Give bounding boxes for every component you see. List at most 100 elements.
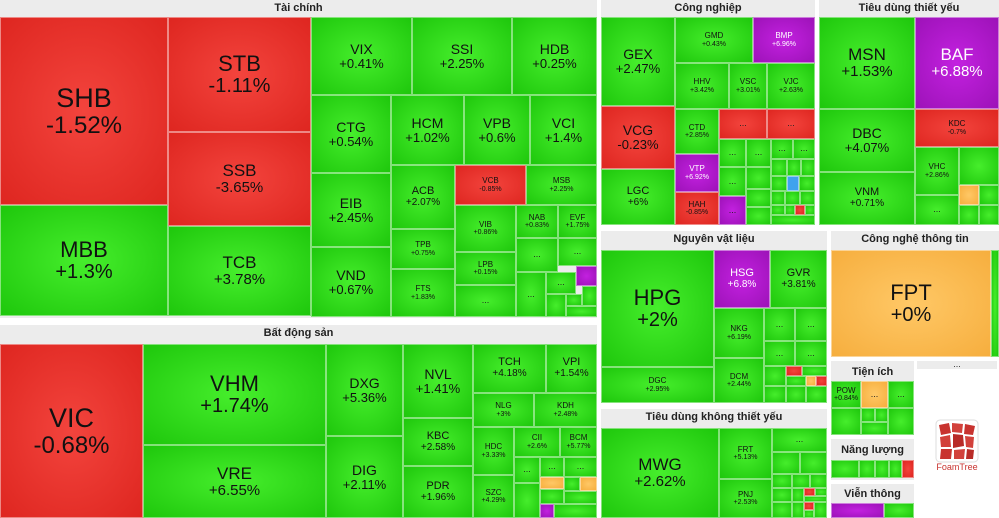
stock-tile-ssi[interactable]: SSI +2.25% [412,17,512,95]
stock-tile-small[interactable] [884,503,914,518]
stock-tile-vtp[interactable]: VTP +6.92% [675,154,719,192]
stock-tile-small[interactable] [806,376,816,386]
stock-tile-more[interactable]: ... [719,109,767,139]
stock-tile-small[interactable] [861,408,875,422]
stock-tile-more[interactable]: ... [861,381,888,408]
stock-tile-more[interactable]: ... [793,139,815,159]
stock-tile-ssb[interactable]: SSB -3.65% [168,132,311,226]
stock-tile-small[interactable] [804,510,814,518]
stock-tile-more[interactable]: ... [795,308,827,341]
stock-tile-nkg[interactable]: NKG +6.19% [714,308,764,358]
stock-tile-more[interactable]: ... [564,457,597,477]
stock-tile-small[interactable] [979,185,999,205]
stock-tile-small[interactable] [566,306,597,317]
stock-tile-more[interactable]: ... [455,285,516,317]
stock-tile-small[interactable] [831,460,859,478]
stock-tile-small[interactable] [814,502,827,518]
stock-tile-small[interactable] [804,496,827,502]
stock-tile-more[interactable]: ... [719,139,746,167]
stock-tile-more[interactable]: ... [540,457,564,477]
stock-tile-more[interactable]: ... [746,139,771,167]
stock-tile-small[interactable] [801,159,815,176]
stock-tile-small[interactable] [771,176,787,191]
stock-tile-kdh[interactable]: KDH +2.48% [534,393,597,427]
stock-tile-small[interactable] [772,502,792,518]
stock-tile-bcm[interactable]: BCM +5.77% [560,427,597,457]
stock-tile-tcb[interactable]: TCB +3.78% [168,226,311,316]
stock-tile-small[interactable] [800,452,827,474]
stock-tile-gmd[interactable]: GMD +0.43% [675,17,753,63]
stock-tile-more[interactable]: ... [719,167,746,196]
stock-tile-small[interactable] [787,176,799,191]
stock-tile-kdc[interactable]: KDC -0.7% [915,109,999,147]
stock-tile-small[interactable] [861,422,888,435]
stock-tile-small[interactable] [554,504,597,518]
stock-tile-small[interactable] [979,205,999,225]
stock-tile-small[interactable] [772,488,792,502]
stock-tile-small[interactable] [540,504,554,518]
stock-tile-dcm[interactable]: DCM +2.44% [714,358,764,403]
stock-tile-dbc[interactable]: DBC +4.07% [819,109,915,172]
stock-tile-small[interactable] [771,159,787,176]
stock-tile-vpb[interactable]: VPB +0.6% [464,95,530,165]
stock-tile-nlg[interactable]: NLG +3% [473,393,534,427]
stock-tile-small[interactable] [764,386,786,403]
stock-tile-small[interactable] [540,477,564,489]
stock-tile-more[interactable]: ... [771,139,793,159]
stock-tile-hcm[interactable]: HCM +1.02% [391,95,464,165]
stock-tile-vib[interactable]: VIB +0.86% [455,205,516,252]
stock-tile-small[interactable] [959,205,979,225]
stock-tile-pow[interactable]: POW +0.84% [831,381,861,408]
stock-tile-tpb[interactable]: TPB +0.75% [391,229,455,269]
stock-tile-small[interactable] [772,474,792,488]
stock-tile-small[interactable] [785,205,795,215]
stock-tile-stb[interactable]: STB -1.11% [168,17,311,132]
stock-tile-small[interactable] [514,483,540,518]
stock-tile-more[interactable]: ... [764,308,795,341]
stock-tile-small[interactable] [795,205,805,215]
stock-tile-ctg[interactable]: CTG +0.54% [311,95,391,173]
stock-tile-small[interactable] [875,408,888,422]
stock-tile-small[interactable] [764,366,786,386]
stock-tile-hsg[interactable]: HSG +6.8% [714,250,770,308]
stock-tile-small[interactable] [859,460,875,478]
stock-tile-small[interactable] [786,366,802,376]
stock-tile-small[interactable] [792,488,804,502]
stock-tile-msb[interactable]: MSB +2.25% [526,165,597,205]
stock-tile-small[interactable] [576,266,597,286]
stock-tile-evf[interactable]: EVF +1.75% [558,205,597,238]
stock-tile-vnd[interactable]: VND +0.67% [311,247,391,317]
stock-tile-bmp[interactable]: BMP +6.96% [753,17,815,63]
stock-tile-small[interactable] [802,366,827,376]
stock-tile-small[interactable] [546,294,566,317]
stock-tile-small[interactable] [805,205,815,215]
stock-tile-gvr[interactable]: GVR +3.81% [770,250,827,308]
stock-tile-small[interactable] [959,147,999,185]
stock-tile-small[interactable] [564,491,597,504]
stock-tile-vhm[interactable]: VHM +1.74% [143,344,326,445]
stock-tile-small[interactable] [991,250,999,357]
stock-tile-small[interactable] [772,452,800,474]
stock-tile-dgc[interactable]: DGC +2.95% [601,367,714,403]
stock-tile-fpt[interactable]: FPT +0% [831,250,991,357]
stock-tile-cii[interactable]: CII +2.6% [514,427,560,457]
stock-tile-more[interactable]: ... [546,272,576,294]
stock-tile-more[interactable]: ... [558,238,597,266]
stock-tile-szc[interactable]: SZC +4.29% [473,475,514,518]
stock-tile-more[interactable]: ... [514,457,540,483]
stock-tile-small[interactable] [746,207,771,225]
stock-tile-small[interactable] [582,286,597,306]
stock-tile-small[interactable] [888,408,914,435]
stock-tile-mwg[interactable]: MWG +2.62% [601,428,719,518]
stock-tile-small[interactable] [804,488,815,496]
stock-tile-more[interactable]: ... [888,381,914,408]
stock-tile-ctd[interactable]: CTD +2.85% [675,109,719,154]
stock-tile-small[interactable] [566,294,582,306]
stock-tile-small[interactable] [792,502,804,518]
stock-tile-hpg[interactable]: HPG +2% [601,250,714,367]
stock-tile-vcb[interactable]: VCB -0.85% [455,165,526,205]
stock-tile-small[interactable] [875,460,889,478]
stock-tile-small[interactable] [786,376,806,386]
stock-tile-vhc[interactable]: VHC +2.86% [915,147,959,195]
stock-tile-small[interactable] [902,460,914,478]
